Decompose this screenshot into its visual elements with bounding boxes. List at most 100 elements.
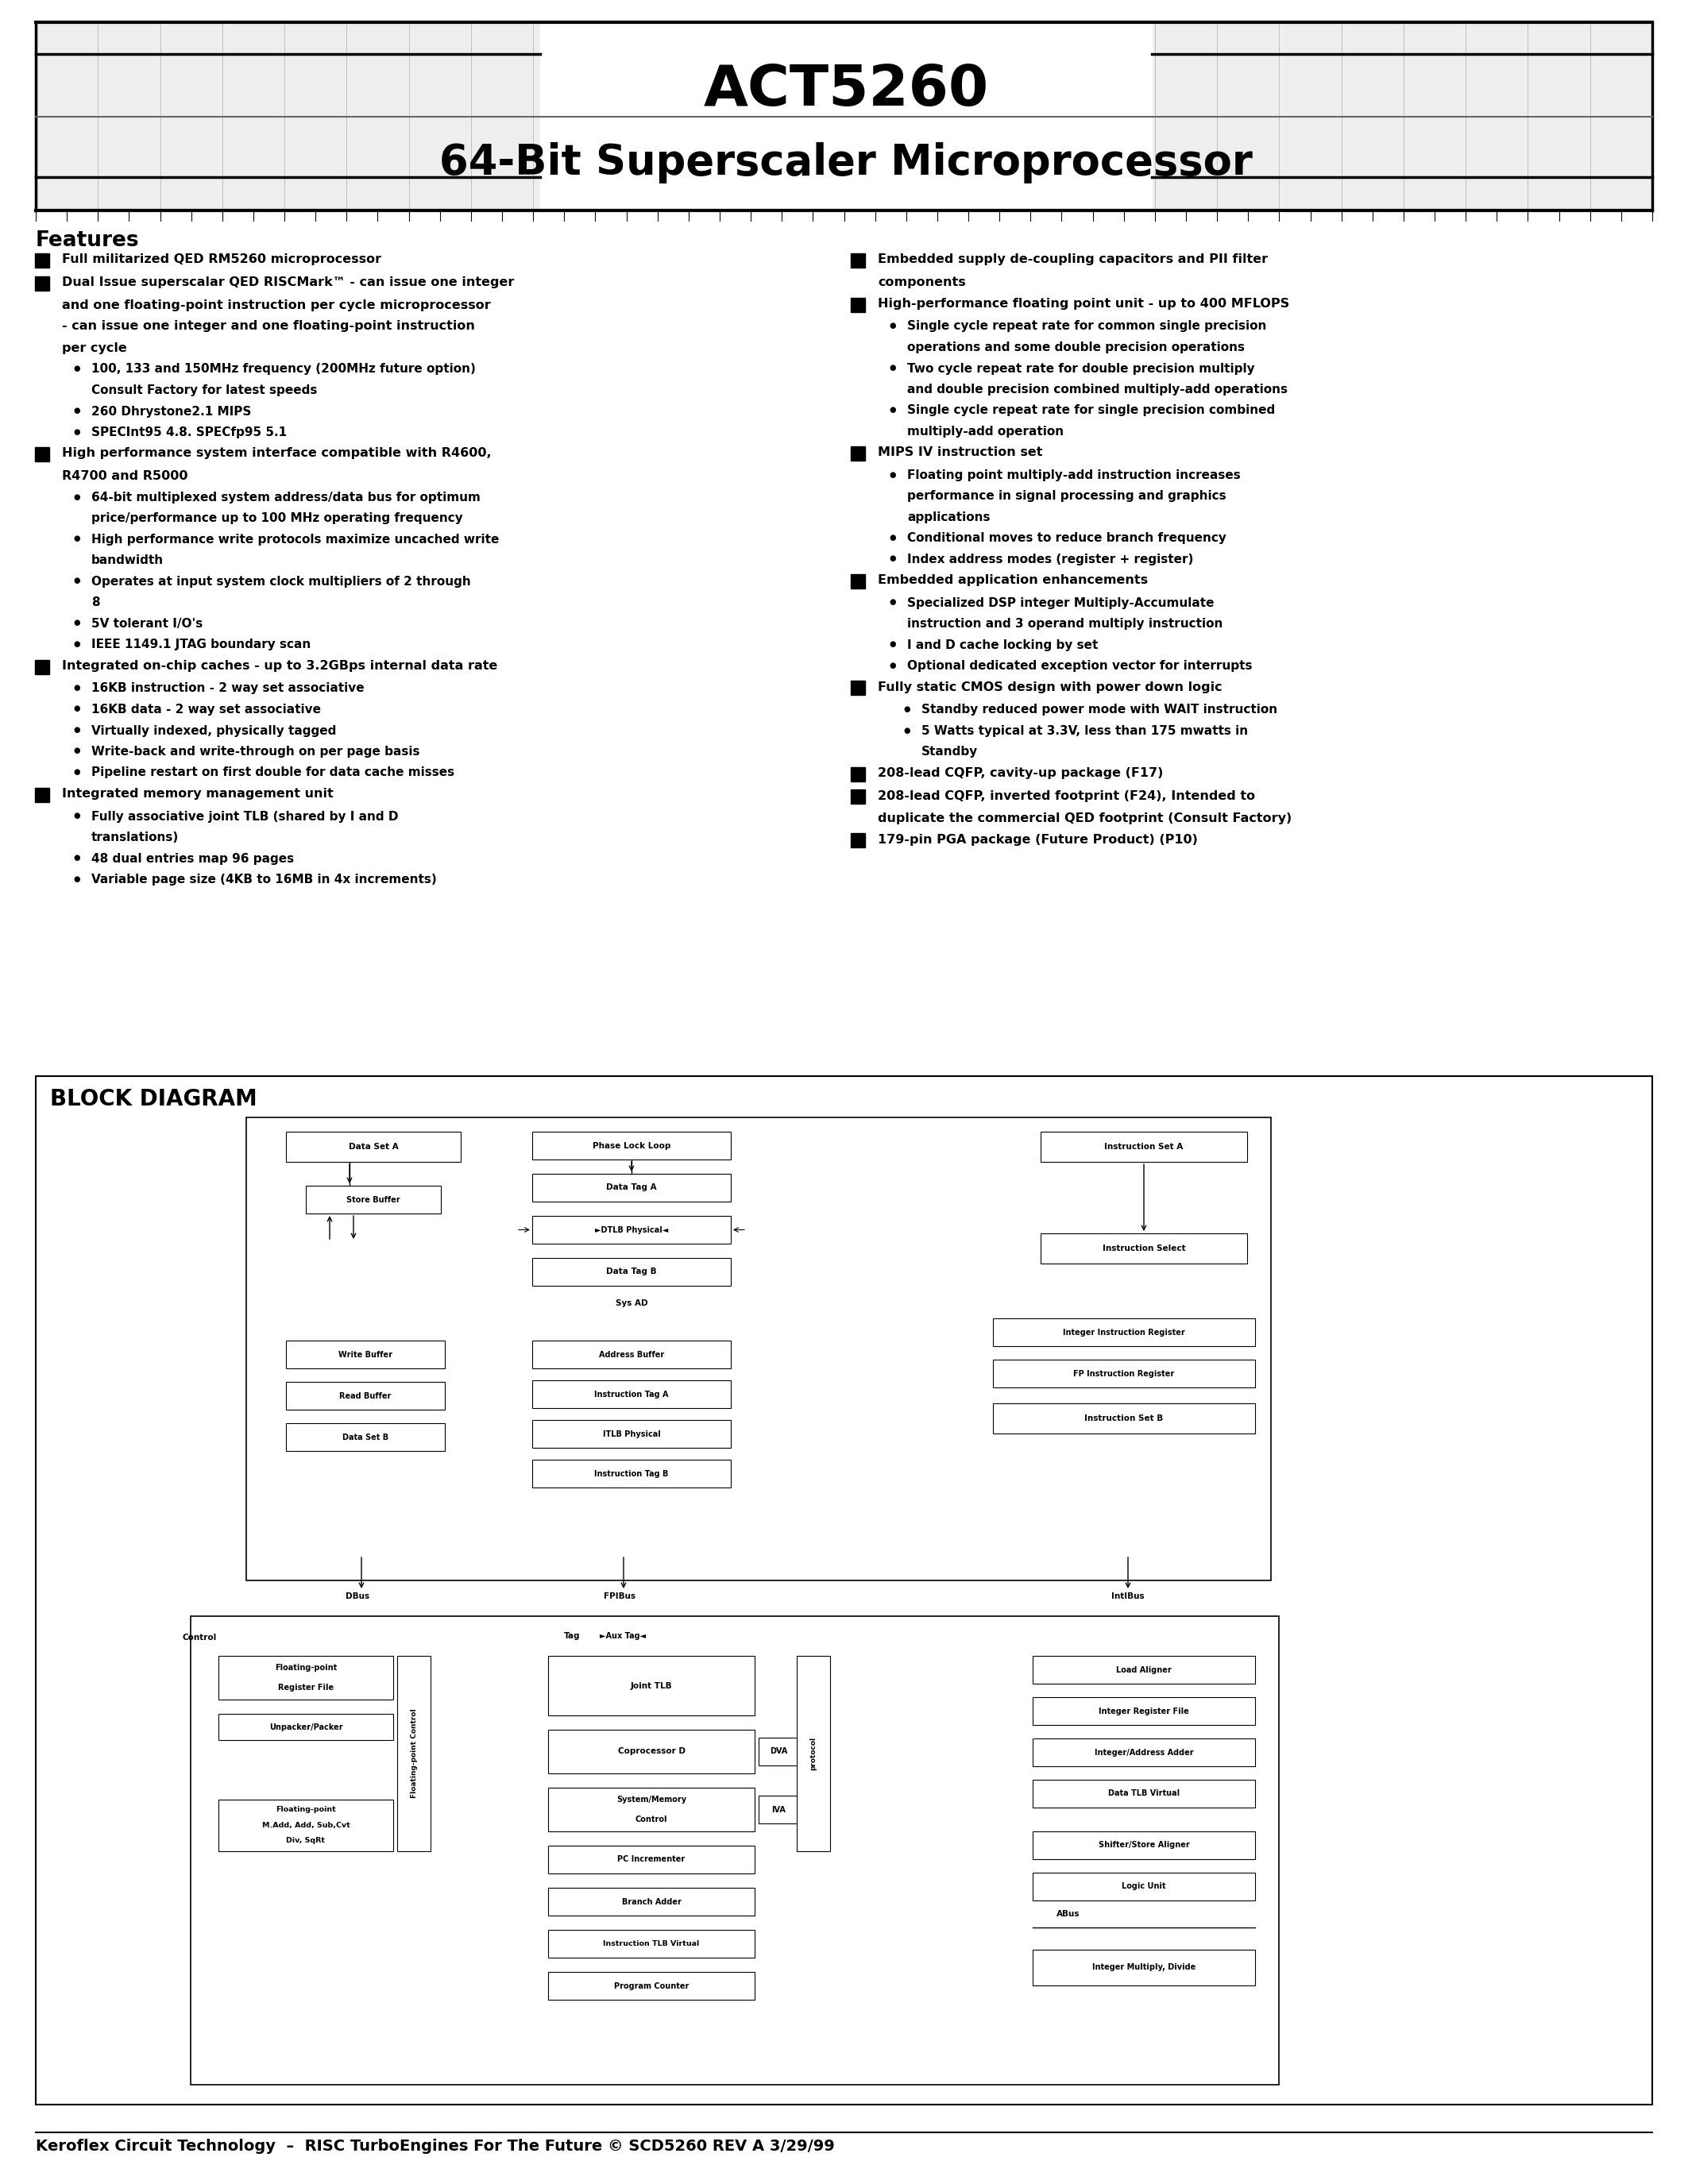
Bar [658, 116, 719, 210]
Text: Integer/Address Adder: Integer/Address Adder [1094, 1749, 1193, 1756]
Text: Write-back and write-through on per page basis: Write-back and write-through on per page… [91, 745, 420, 758]
Text: Floating-point Control: Floating-point Control [410, 1708, 417, 1797]
Bar [797, 1655, 830, 1852]
Bar [285, 1341, 446, 1369]
Text: ●: ● [903, 727, 910, 734]
Text: Instruction TLB Virtual: Instruction TLB Virtual [603, 1939, 699, 1948]
Text: I and D cache locking by set: I and D cache locking by set [906, 640, 1099, 651]
Text: Integer Register File: Integer Register File [1099, 1708, 1188, 1714]
Text: 64-bit multiplexed system address/data bus for optimum: 64-bit multiplexed system address/data b… [91, 491, 481, 505]
Text: 208-lead CQFP, inverted footprint (F24), Intended to: 208-lead CQFP, inverted footprint (F24),… [878, 791, 1256, 802]
Text: Div, SqRt: Div, SqRt [287, 1837, 326, 1845]
Bar [1528, 22, 1590, 116]
Text: High-performance floating point unit - up to 400 MFLOPS: High-performance floating point unit - u… [878, 297, 1290, 310]
Bar [549, 1789, 755, 1832]
Bar [532, 1173, 731, 1201]
Text: Floating-point: Floating-point [275, 1664, 338, 1671]
Text: Pipeline restart on first double for data cache misses: Pipeline restart on first double for dat… [91, 767, 454, 780]
Text: Data Set A: Data Set A [348, 1142, 398, 1151]
Bar [1528, 116, 1590, 210]
Text: Fully static CMOS design with power down logic: Fully static CMOS design with power down… [878, 681, 1222, 692]
Text: translations): translations) [91, 832, 179, 843]
Bar [346, 22, 408, 116]
Bar [35, 116, 98, 210]
Bar [969, 116, 1030, 210]
Text: Shifter/Store Aligner: Shifter/Store Aligner [1099, 1841, 1190, 1850]
Bar [35, 1077, 1653, 2105]
Text: operations and some double precision operations: operations and some double precision ope… [906, 341, 1244, 354]
Text: IVA: IVA [771, 1806, 785, 1813]
Bar [223, 116, 285, 210]
Text: ●: ● [74, 365, 81, 373]
Text: Instruction Set A: Instruction Set A [1104, 1142, 1183, 1151]
Bar [782, 116, 844, 210]
Text: ABus: ABus [1057, 1911, 1080, 1918]
Text: Load Aligner: Load Aligner [1116, 1666, 1171, 1673]
Bar [549, 1972, 755, 2001]
Bar [719, 116, 782, 210]
Bar [223, 22, 285, 116]
Text: ●: ● [890, 533, 896, 542]
Bar [1030, 22, 1092, 116]
Text: Single cycle repeat rate for common single precision: Single cycle repeat rate for common sing… [906, 321, 1266, 332]
Text: Instruction Tag A: Instruction Tag A [594, 1391, 668, 1398]
Bar [160, 116, 223, 210]
Text: ●: ● [74, 640, 81, 649]
Bar [1033, 1655, 1256, 1684]
Text: ●: ● [890, 598, 896, 607]
Bar [218, 1800, 393, 1852]
Text: multiply-add operation: multiply-add operation [906, 426, 1063, 437]
Polygon shape [851, 681, 864, 695]
Bar [1280, 116, 1342, 210]
Bar [218, 1714, 393, 1741]
Bar [549, 1887, 755, 1915]
Text: 208-lead CQFP, cavity-up package (F17): 208-lead CQFP, cavity-up package (F17) [878, 767, 1163, 780]
Text: System/Memory: System/Memory [616, 1795, 687, 1804]
Text: ITLB Physical: ITLB Physical [603, 1431, 660, 1437]
Bar [1155, 116, 1217, 210]
Text: 100, 133 and 150MHz frequency (200MHz future option): 100, 133 and 150MHz frequency (200MHz fu… [91, 363, 476, 376]
Text: Consult Factory for latest speeds: Consult Factory for latest speeds [91, 384, 317, 395]
Text: ●: ● [890, 406, 896, 413]
Bar [1465, 22, 1528, 116]
Text: 16KB data - 2 way set associative: 16KB data - 2 way set associative [91, 703, 321, 716]
Bar [1155, 22, 1217, 116]
Bar [1030, 116, 1092, 210]
Text: ●: ● [74, 812, 81, 819]
Bar [596, 116, 658, 210]
Polygon shape [851, 834, 864, 847]
Text: 179-pin PGA package (Future Product) (P10): 179-pin PGA package (Future Product) (P1… [878, 834, 1198, 845]
Bar [285, 116, 346, 210]
Bar [658, 22, 719, 116]
Text: ●: ● [74, 705, 81, 712]
Text: Write Buffer: Write Buffer [338, 1350, 392, 1358]
Text: Operates at input system clock multipliers of 2 through: Operates at input system clock multiplie… [91, 577, 471, 587]
Bar [218, 1655, 393, 1699]
Polygon shape [851, 446, 864, 461]
Bar [1403, 116, 1465, 210]
Text: Data Tag B: Data Tag B [606, 1269, 657, 1275]
Text: ●: ● [74, 769, 81, 775]
Bar [906, 22, 969, 116]
Text: ●: ● [74, 854, 81, 863]
Bar [993, 1404, 1256, 1433]
Bar [532, 1216, 731, 1243]
Bar [532, 1420, 731, 1448]
Text: ►DTLB Physical◄: ►DTLB Physical◄ [594, 1225, 668, 1234]
Bar [549, 1931, 755, 1957]
Text: price/performance up to 100 MHz operating frequency: price/performance up to 100 MHz operatin… [91, 513, 463, 524]
Text: Variable page size (4KB to 16MB in 4x increments): Variable page size (4KB to 16MB in 4x in… [91, 874, 437, 885]
Text: High performance system interface compatible with R4600,: High performance system interface compat… [62, 448, 491, 459]
Text: performance in signal processing and graphics: performance in signal processing and gra… [906, 491, 1225, 502]
Bar [1280, 22, 1342, 116]
Bar [246, 1118, 1271, 1581]
Bar [1403, 22, 1465, 116]
Text: ●: ● [890, 555, 896, 563]
Text: bandwidth: bandwidth [91, 555, 164, 566]
Text: Index address modes (register + register): Index address modes (register + register… [906, 553, 1193, 566]
Bar [1040, 1131, 1247, 1162]
Text: - can issue one integer and one floating-point instruction: - can issue one integer and one floating… [62, 321, 474, 332]
Text: 260 Dhrystone2.1 MIPS: 260 Dhrystone2.1 MIPS [91, 406, 252, 417]
Polygon shape [851, 253, 864, 269]
Text: and double precision combined multiply-add operations: and double precision combined multiply-a… [906, 384, 1288, 395]
